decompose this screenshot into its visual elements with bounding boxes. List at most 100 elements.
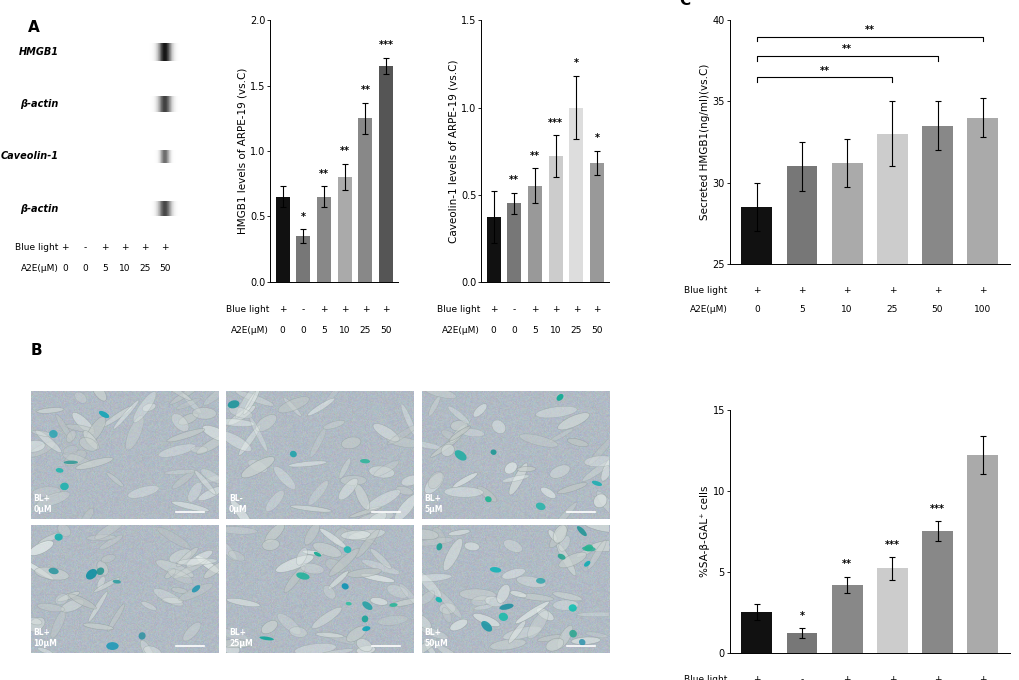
- Ellipse shape: [95, 520, 123, 539]
- Text: *: *: [301, 211, 306, 222]
- Ellipse shape: [449, 424, 466, 443]
- Ellipse shape: [341, 583, 348, 590]
- Ellipse shape: [347, 529, 385, 541]
- Text: +: +: [978, 286, 985, 294]
- Text: +: +: [798, 286, 805, 294]
- Ellipse shape: [214, 628, 248, 640]
- Ellipse shape: [503, 539, 522, 552]
- Ellipse shape: [366, 490, 400, 510]
- Ellipse shape: [460, 428, 484, 437]
- Text: +: +: [593, 305, 600, 314]
- Ellipse shape: [369, 466, 394, 478]
- Ellipse shape: [338, 478, 358, 500]
- Ellipse shape: [428, 396, 440, 416]
- Ellipse shape: [436, 645, 458, 659]
- Text: 25: 25: [570, 326, 582, 335]
- Y-axis label: %SA-β-GAL⁺ cells: %SA-β-GAL⁺ cells: [699, 486, 709, 577]
- Ellipse shape: [225, 645, 239, 655]
- Bar: [921, 126, 952, 669]
- Text: **: **: [819, 65, 828, 75]
- Ellipse shape: [348, 507, 381, 517]
- Ellipse shape: [99, 535, 122, 550]
- Ellipse shape: [289, 627, 307, 637]
- Text: Blue light: Blue light: [684, 286, 727, 294]
- Ellipse shape: [283, 397, 302, 417]
- Ellipse shape: [323, 381, 345, 405]
- Ellipse shape: [83, 430, 99, 450]
- Text: **: **: [842, 44, 851, 54]
- Ellipse shape: [176, 558, 217, 565]
- Ellipse shape: [240, 457, 274, 478]
- Ellipse shape: [54, 533, 63, 541]
- Text: BL+
5μM: BL+ 5μM: [424, 494, 442, 514]
- Ellipse shape: [66, 430, 76, 442]
- Ellipse shape: [510, 591, 527, 598]
- Ellipse shape: [55, 594, 68, 605]
- Ellipse shape: [157, 527, 191, 549]
- Ellipse shape: [60, 483, 68, 490]
- Ellipse shape: [515, 601, 549, 624]
- Ellipse shape: [373, 424, 399, 441]
- Ellipse shape: [417, 572, 441, 597]
- Ellipse shape: [491, 420, 505, 434]
- Ellipse shape: [220, 431, 252, 452]
- Ellipse shape: [182, 622, 201, 641]
- Text: +: +: [278, 305, 286, 314]
- Text: BL+
10μM: BL+ 10μM: [34, 628, 57, 648]
- Text: 25: 25: [886, 305, 897, 314]
- Text: +: +: [531, 305, 538, 314]
- Ellipse shape: [473, 404, 486, 417]
- Bar: [589, 163, 603, 282]
- Ellipse shape: [315, 632, 343, 638]
- Ellipse shape: [583, 520, 621, 532]
- Ellipse shape: [88, 591, 108, 622]
- Ellipse shape: [325, 559, 344, 573]
- Ellipse shape: [519, 434, 557, 447]
- Text: 0: 0: [300, 326, 306, 335]
- Text: BL+
50μM: BL+ 50μM: [424, 628, 447, 648]
- Bar: [786, 167, 816, 669]
- Ellipse shape: [545, 639, 564, 651]
- Ellipse shape: [112, 580, 121, 583]
- Ellipse shape: [567, 439, 588, 447]
- Ellipse shape: [29, 442, 55, 457]
- Ellipse shape: [367, 512, 386, 526]
- Ellipse shape: [314, 552, 321, 557]
- Text: **: **: [864, 25, 874, 35]
- Text: 50: 50: [591, 326, 602, 335]
- Ellipse shape: [171, 588, 187, 594]
- Ellipse shape: [141, 640, 156, 665]
- Ellipse shape: [517, 466, 535, 472]
- Ellipse shape: [548, 428, 573, 443]
- Ellipse shape: [571, 637, 600, 645]
- Ellipse shape: [556, 483, 587, 494]
- Ellipse shape: [32, 430, 56, 437]
- Ellipse shape: [277, 613, 301, 634]
- Ellipse shape: [346, 626, 366, 642]
- Text: +: +: [843, 286, 850, 294]
- Ellipse shape: [289, 451, 297, 458]
- Bar: [358, 118, 372, 282]
- Text: *: *: [799, 611, 804, 621]
- Text: BL-
0μM: BL- 0μM: [228, 494, 248, 514]
- Ellipse shape: [283, 566, 305, 593]
- Ellipse shape: [356, 646, 375, 654]
- Ellipse shape: [97, 561, 108, 575]
- Ellipse shape: [328, 571, 348, 590]
- Ellipse shape: [102, 406, 132, 427]
- Ellipse shape: [490, 449, 496, 455]
- Text: 0: 0: [490, 326, 496, 335]
- Text: BL+
0μM: BL+ 0μM: [34, 494, 52, 514]
- Ellipse shape: [362, 601, 372, 610]
- Text: +: +: [932, 675, 941, 680]
- Text: +: +: [361, 305, 369, 314]
- Ellipse shape: [549, 465, 570, 478]
- Ellipse shape: [167, 568, 193, 584]
- Ellipse shape: [452, 473, 477, 488]
- Ellipse shape: [323, 420, 344, 429]
- Ellipse shape: [275, 555, 314, 573]
- Text: -: -: [513, 305, 516, 314]
- Ellipse shape: [141, 601, 156, 611]
- Ellipse shape: [450, 420, 468, 431]
- Text: **: **: [339, 146, 350, 156]
